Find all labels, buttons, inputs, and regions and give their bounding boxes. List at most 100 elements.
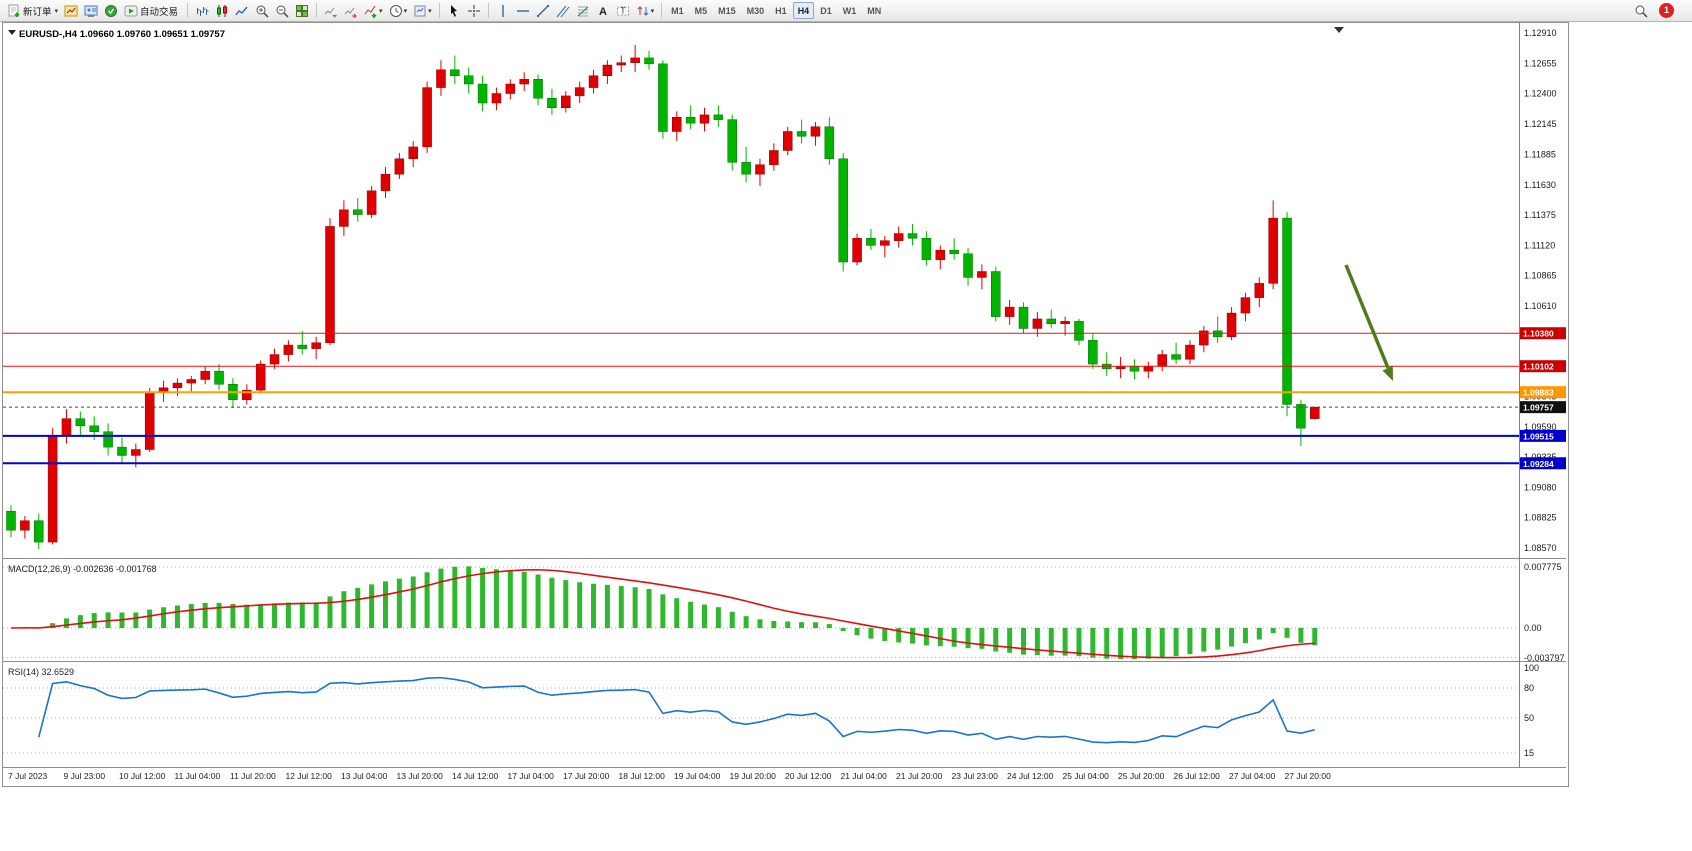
price-tick-label: 1.12655 — [1524, 58, 1557, 68]
text-tool-button[interactable]: A — [593, 1, 613, 21]
rsi-tick-label: 50 — [1524, 713, 1534, 723]
macd-tick-label: 0.00 — [1524, 623, 1542, 633]
candle — [1157, 354, 1167, 367]
svg-text:1.09515: 1.09515 — [1523, 431, 1554, 441]
time-tick-label: 17 Jul 04:00 — [508, 771, 555, 781]
profiles-button[interactable] — [81, 1, 101, 21]
candle — [436, 69, 446, 88]
autotrade-label: 自动交易 — [140, 6, 179, 18]
timeframe-button-h1[interactable]: H1 — [770, 2, 792, 19]
chevron-down-icon: ▾ — [54, 7, 59, 15]
current-price-label — [1520, 401, 1566, 414]
chart-shift-marker[interactable] — [1334, 27, 1344, 33]
vertical-line-button[interactable] — [493, 1, 513, 21]
indicators-icon — [364, 5, 377, 18]
time-tick-label: 23 Jul 23:00 — [952, 771, 999, 781]
cursor-button[interactable] — [444, 1, 464, 21]
macd-panel[interactable] — [3, 566, 1519, 660]
chevron-down-icon: ▾ — [428, 7, 432, 15]
label-icon: T — [616, 6, 629, 15]
autotrade-button[interactable]: 自动交易 — [121, 1, 183, 21]
candle — [380, 173, 391, 192]
rsi-panel[interactable] — [3, 676, 1519, 754]
svg-text:A: A — [599, 6, 607, 18]
timeframe-button-w1[interactable]: W1 — [838, 2, 862, 19]
candle — [1004, 306, 1015, 317]
candle — [977, 271, 987, 278]
cursor-arrow-icon — [450, 4, 457, 17]
chart-window: EURUSD-,H4 1.09660 1.09760 1.09651 1.097… — [2, 22, 1569, 787]
hline-price-label — [1520, 327, 1566, 340]
templates-button[interactable]: ▾ — [410, 1, 435, 21]
one-click-trading-toggle[interactable] — [8, 30, 16, 35]
crosshair-button[interactable] — [464, 1, 484, 21]
time-tick-label: 14 Jul 12:00 — [452, 771, 499, 781]
svg-text:1.09757: 1.09757 — [1523, 403, 1554, 413]
price-tick-label: 1.10865 — [1524, 271, 1557, 281]
zoom-out-icon — [276, 5, 289, 18]
autotrade-play-icon — [124, 5, 138, 16]
time-tick-label: 21 Jul 20:00 — [896, 771, 943, 781]
clock-icon — [389, 4, 402, 17]
candle — [949, 249, 959, 254]
macd-tick-label: -0.003797 — [1524, 653, 1565, 663]
candle — [1199, 330, 1209, 346]
timeframe-button-h4[interactable]: H4 — [792, 2, 815, 19]
candle — [741, 162, 751, 175]
new-order-button[interactable]: 新订单 ▾ — [4, 1, 61, 21]
text-label-button[interactable]: T — [613, 1, 633, 21]
time-tick-label: 20 Jul 12:00 — [785, 771, 832, 781]
candle — [588, 75, 599, 88]
candle — [852, 238, 862, 263]
candle — [1074, 321, 1084, 341]
candle — [172, 382, 183, 389]
price-tick-label: 1.11885 — [1524, 150, 1556, 160]
timeframe-button-d1[interactable]: D1 — [815, 2, 837, 19]
new-chart-icon — [64, 5, 78, 16]
zoom-out-button[interactable] — [272, 1, 292, 21]
arrows-tool-button[interactable]: ▾ — [633, 1, 658, 21]
time-axis[interactable]: 7 Jul 2023 9 Jul 23:00 10 Jul 12:00 11 Jul … — [8, 771, 1331, 781]
timeframe-button-m5[interactable]: M5 — [690, 2, 713, 19]
hline-price-label — [1520, 386, 1566, 399]
autoscroll-button[interactable] — [321, 1, 341, 21]
line-chart-mode-button[interactable] — [232, 1, 252, 21]
candle — [755, 164, 765, 175]
macd-histogram — [22, 566, 1318, 660]
time-tick-label: 24 Jul 12:00 — [1007, 771, 1054, 781]
candlestick-mode-button[interactable] — [212, 1, 232, 21]
trendline-button[interactable] — [533, 1, 553, 21]
equidistant-channel-button[interactable] — [553, 1, 573, 21]
price-tick-label: 1.08570 — [1524, 543, 1557, 553]
time-tick-label: 17 Jul 20:00 — [563, 771, 610, 781]
notification-badge[interactable]: 1 — [1659, 3, 1674, 18]
svg-text:1.10380: 1.10380 — [1523, 329, 1554, 339]
candle — [200, 370, 210, 380]
periods-button[interactable]: ▾ — [386, 1, 411, 21]
bar-chart-mode-button[interactable] — [192, 1, 212, 21]
indicators-button[interactable]: ▾ — [361, 1, 386, 21]
main-price-panel[interactable] — [3, 44, 1519, 550]
candle — [713, 114, 724, 120]
candle — [214, 370, 224, 385]
timeframe-button-m1[interactable]: M1 — [666, 2, 689, 19]
chart-shift-button[interactable] — [341, 1, 361, 21]
timeframe-button-mn[interactable]: MN — [862, 2, 886, 19]
toolbar-separator — [661, 3, 663, 18]
timeframe-button-m30[interactable]: M30 — [742, 2, 770, 19]
time-tick-label: 13 Jul 04:00 — [341, 771, 388, 781]
candle — [630, 57, 640, 63]
rsi-tick-label: 100 — [1524, 663, 1539, 673]
data-window-button[interactable] — [101, 1, 121, 21]
new-chart-button[interactable] — [61, 1, 81, 21]
arrow-annotation[interactable] — [1344, 264, 1393, 381]
tile-windows-button[interactable] — [292, 1, 312, 21]
timeframe-button-m15[interactable]: M15 — [713, 2, 741, 19]
search-button[interactable] — [1631, 1, 1651, 21]
price-axis[interactable]: 1.12910 1.12655 1.12400 1.12145 1.11885 1.116… — [1520, 28, 1566, 758]
candle — [672, 117, 682, 132]
zoom-in-button[interactable] — [252, 1, 272, 21]
fibonacci-button[interactable] — [573, 1, 593, 21]
horizontal-line-button[interactable] — [513, 1, 533, 21]
chart-canvas[interactable]: EURUSD-,H4 1.09660 1.09760 1.09651 1.097… — [3, 23, 1566, 784]
